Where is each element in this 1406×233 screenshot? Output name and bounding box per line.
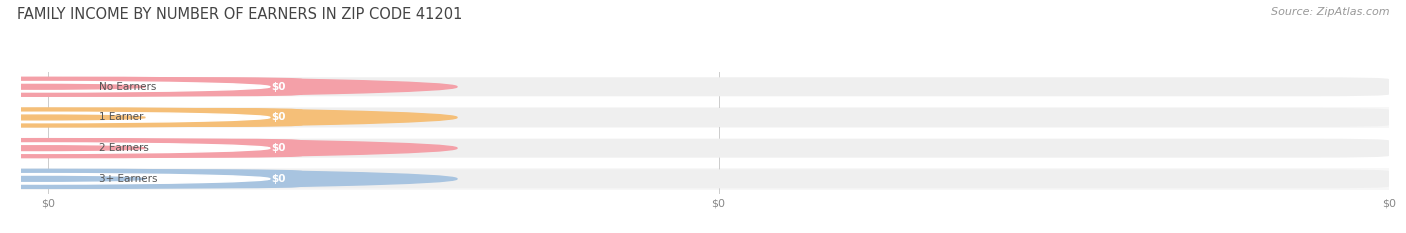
Circle shape — [0, 77, 457, 96]
Circle shape — [0, 84, 145, 89]
FancyBboxPatch shape — [48, 169, 302, 188]
Circle shape — [0, 82, 270, 92]
Circle shape — [0, 146, 145, 151]
FancyBboxPatch shape — [48, 108, 302, 127]
FancyBboxPatch shape — [21, 107, 1389, 128]
Text: $0: $0 — [271, 143, 285, 153]
FancyBboxPatch shape — [21, 137, 1389, 159]
Text: 3+ Earners: 3+ Earners — [98, 174, 157, 184]
FancyBboxPatch shape — [21, 76, 1389, 98]
Circle shape — [0, 108, 457, 127]
FancyBboxPatch shape — [21, 168, 1389, 190]
FancyBboxPatch shape — [48, 108, 1389, 127]
Circle shape — [0, 176, 145, 181]
Text: $0: $0 — [271, 82, 285, 92]
Circle shape — [0, 143, 270, 153]
FancyBboxPatch shape — [48, 77, 1389, 96]
Text: FAMILY INCOME BY NUMBER OF EARNERS IN ZIP CODE 41201: FAMILY INCOME BY NUMBER OF EARNERS IN ZI… — [17, 7, 463, 22]
Circle shape — [0, 174, 270, 184]
Text: No Earners: No Earners — [98, 82, 156, 92]
FancyBboxPatch shape — [48, 139, 302, 158]
Circle shape — [0, 139, 457, 158]
Text: Source: ZipAtlas.com: Source: ZipAtlas.com — [1271, 7, 1389, 17]
Circle shape — [0, 115, 145, 120]
Circle shape — [0, 112, 270, 123]
Text: 1 Earner: 1 Earner — [98, 113, 143, 123]
FancyBboxPatch shape — [48, 77, 302, 96]
FancyBboxPatch shape — [48, 169, 1389, 188]
FancyBboxPatch shape — [48, 139, 1389, 158]
Circle shape — [0, 169, 457, 188]
Text: $0: $0 — [271, 113, 285, 123]
Text: $0: $0 — [271, 174, 285, 184]
Text: 2 Earners: 2 Earners — [98, 143, 149, 153]
